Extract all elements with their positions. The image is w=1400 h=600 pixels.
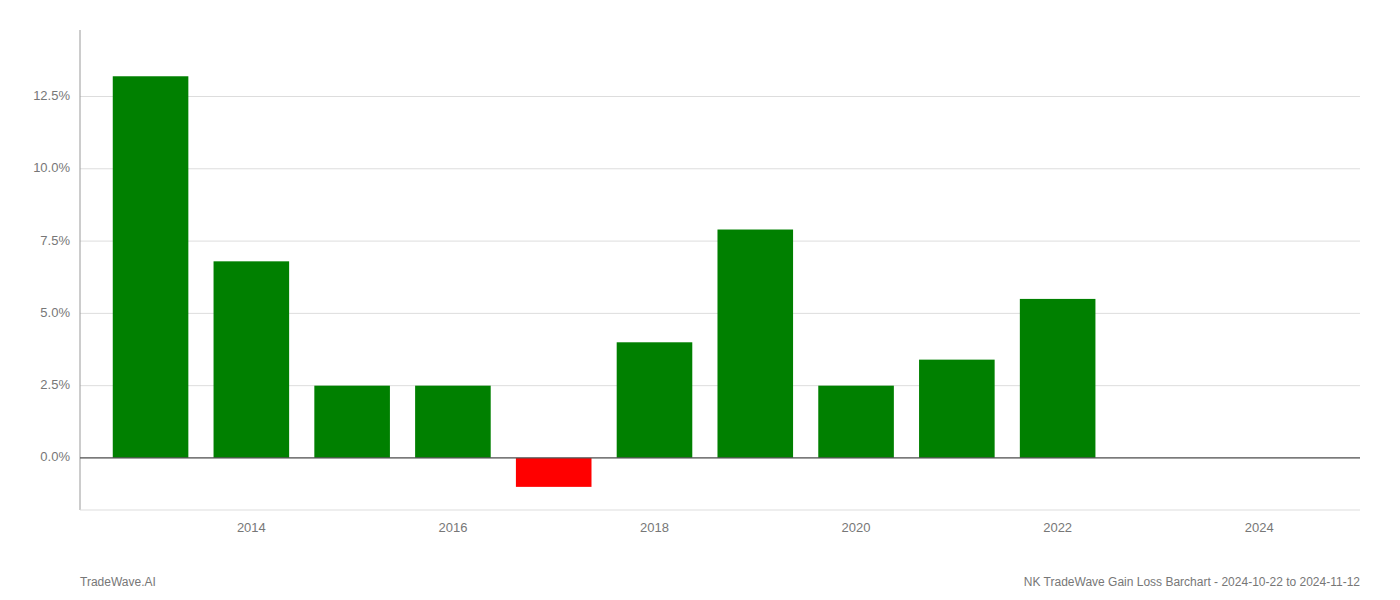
plot-bottom-line [80, 510, 1360, 511]
footer-text: TradeWave.AI [80, 575, 156, 589]
chart-container: 0.0%2.5%5.0%7.5%10.0%12.5%20142016201820… [0, 0, 1400, 600]
y-axis: 0.0% 2.5% 5.0% 7.5% 10.0% 12.5% [33, 30, 80, 510]
x-axis-line [80, 457, 1360, 458]
bar [113, 76, 189, 458]
bar [617, 342, 693, 458]
footer-text: NK TradeWave Gain Loss Barchart - 2024-1… [1024, 575, 1361, 589]
x-axis: 2014 2016 2018 2020 2022 2024 [80, 458, 1360, 535]
y-tick-label: 7.5% [40, 233, 70, 248]
x-tick-label: 2014 [237, 520, 266, 535]
grid-line [80, 96, 1360, 97]
bars [113, 76, 1096, 487]
y-tick-label: 2.5% [40, 377, 70, 392]
footer: TradeWave.AI NK TradeWave Gain Loss Barch… [80, 575, 1360, 589]
y-axis-line [80, 30, 81, 510]
x-tick-label: 2018 [640, 520, 669, 535]
x-tick-label: 2022 [1043, 520, 1072, 535]
y-tick-label: 10.0% [33, 160, 70, 175]
x-tick-label: 2020 [842, 520, 871, 535]
bar [516, 458, 592, 487]
grid [80, 97, 1360, 458]
y-tick-label: 5.0% [40, 305, 70, 320]
y-tick-label: 0.0% [40, 449, 70, 464]
bar [919, 360, 995, 458]
bar [314, 386, 390, 458]
chart: 0.0%2.5%5.0%7.5%10.0%12.5%20142016201820… [0, 0, 1400, 600]
x-tick-label: 2016 [438, 520, 467, 535]
x-tick-label: 2024 [1245, 520, 1274, 535]
bar [1020, 299, 1096, 458]
bar [415, 386, 491, 458]
bar [214, 261, 290, 458]
y-tick-label: 12.5% [33, 88, 70, 103]
bar [717, 230, 793, 458]
bar [818, 386, 894, 458]
grid-line [80, 457, 1360, 458]
grid-line [80, 168, 1360, 169]
